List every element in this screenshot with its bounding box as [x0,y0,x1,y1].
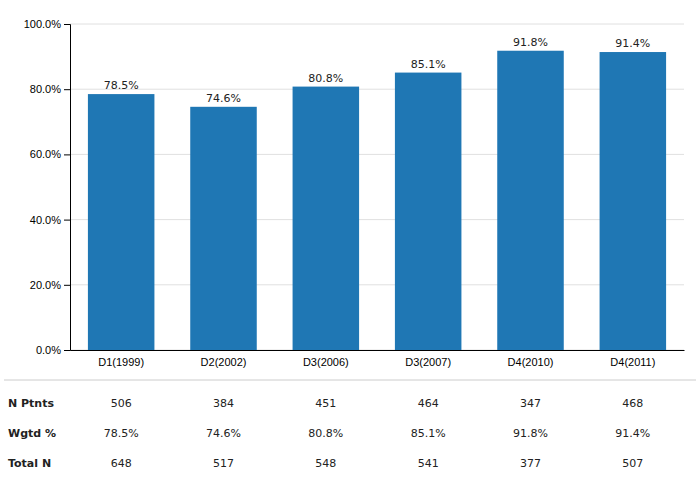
table-cell: 91.8% [513,427,548,440]
y-tick-mark [64,154,70,155]
data-label: 91.4% [615,37,650,50]
y-tick-mark [64,350,70,351]
x-tick: D4(2011) [610,356,655,368]
grid-line [70,350,684,351]
table-cell: 507 [622,457,643,470]
x-axis-line [71,350,685,351]
x-tick: D2(2002) [201,356,247,368]
table-cell: 384 [213,397,234,410]
table-cell: 74.6% [206,427,241,440]
table-cell: 541 [418,457,439,470]
table-cell: 451 [315,397,336,410]
data-label: 91.8% [513,36,548,49]
y-axis: 0.0% 20.0% 40.0% 60.0% 80.0% 100.0% [24,18,71,356]
table-row: Total N 648 517 548 541 377 507 [8,457,643,470]
data-labels: 78.5% 74.6% 80.8% 85.1% 91.8% 91.4% [104,36,651,105]
y-axis-line [64,25,71,351]
grid-line [70,219,684,220]
chart-svg: 78.5% 74.6% 80.8% 85.1% 91.8% 91.4% 0.0% 20.0% 4… [0,0,700,500]
grid-line [70,284,684,285]
y-tick: 0.0% [36,344,70,356]
grid-line [70,154,684,155]
data-label: 85.1% [411,58,446,71]
y-tick-label: 0.0% [36,344,61,356]
y-tick-mark [64,285,70,286]
y-tick-label: 40.0% [30,214,61,226]
x-tick-label: D1(1999) [98,356,144,368]
y-tick-mark [64,89,70,90]
table-cell: 91.4% [615,427,650,440]
y-tick-label: 100.0% [24,18,62,30]
table-separator [4,380,696,381]
x-tick-label: D3(2007) [405,356,451,368]
x-tick: D3(2007) [405,356,451,368]
x-tick-label: D4(2011) [610,356,655,368]
y-tick-label: 60.0% [30,148,61,160]
x-tick: D4(2010) [508,356,554,368]
x-tick-label: D4(2010) [508,356,554,368]
bar [497,51,564,350]
x-tick: D1(1999) [98,356,144,368]
data-label: 74.6% [206,92,241,105]
x-tick: D3(2006) [303,356,349,368]
table-cell: 464 [418,397,439,410]
data-label: 80.8% [308,72,343,85]
table-cell: 506 [111,397,132,410]
chart-container: 78.5% 74.6% 80.8% 85.1% 91.8% 91.4% 0.0% 20.0% 4… [0,0,700,500]
grid-line [70,89,684,90]
grid-line [70,24,684,25]
table-row-label: Total N [8,457,51,470]
plot-area: 78.5% 74.6% 80.8% 85.1% 91.8% 91.4% 0.0% 20.0% 4… [24,18,685,368]
y-tick: 20.0% [30,279,70,291]
y-tick: 60.0% [30,148,70,160]
x-tick-label: D2(2002) [201,356,247,368]
table-cell: 347 [520,397,541,410]
table-cell: 85.1% [411,427,446,440]
x-tick-label: D3(2006) [303,356,349,368]
table-cell: 377 [520,457,541,470]
bar [88,94,155,350]
y-tick: 80.0% [30,83,70,95]
y-tick: 100.0% [24,18,70,30]
table-cell: 548 [315,457,336,470]
data-label: 78.5% [104,79,139,92]
bars [88,51,666,350]
bar [293,87,360,350]
table-cell: 648 [111,457,132,470]
bar [600,52,667,350]
table-cell: 80.8% [308,427,343,440]
table-row-label: N Ptnts [8,397,54,410]
y-tick-mark [64,220,70,221]
table: N Ptnts 506 384 451 464 347 468 Wgtd % 78.5% 74.6… [8,397,650,470]
y-tick-label: 20.0% [30,279,61,291]
y-tick: 40.0% [30,214,70,226]
table-cell: 517 [213,457,234,470]
x-axis: D1(1999) D2(2002) D3(2006) D3(2007) D4(2010)… [71,351,685,368]
y-tick-mark [64,24,70,25]
grid [70,24,684,350]
table-cell: 78.5% [104,427,139,440]
y-tick-label: 80.0% [30,83,61,95]
table-row: N Ptnts 506 384 451 464 347 468 [8,397,643,410]
table-row-label: Wgtd % [8,427,56,440]
bar [190,107,257,350]
bar [395,73,462,350]
table-row: Wgtd % 78.5% 74.6% 80.8% 85.1% 91.8% 91.4% [8,427,650,440]
table-cell: 468 [622,397,643,410]
